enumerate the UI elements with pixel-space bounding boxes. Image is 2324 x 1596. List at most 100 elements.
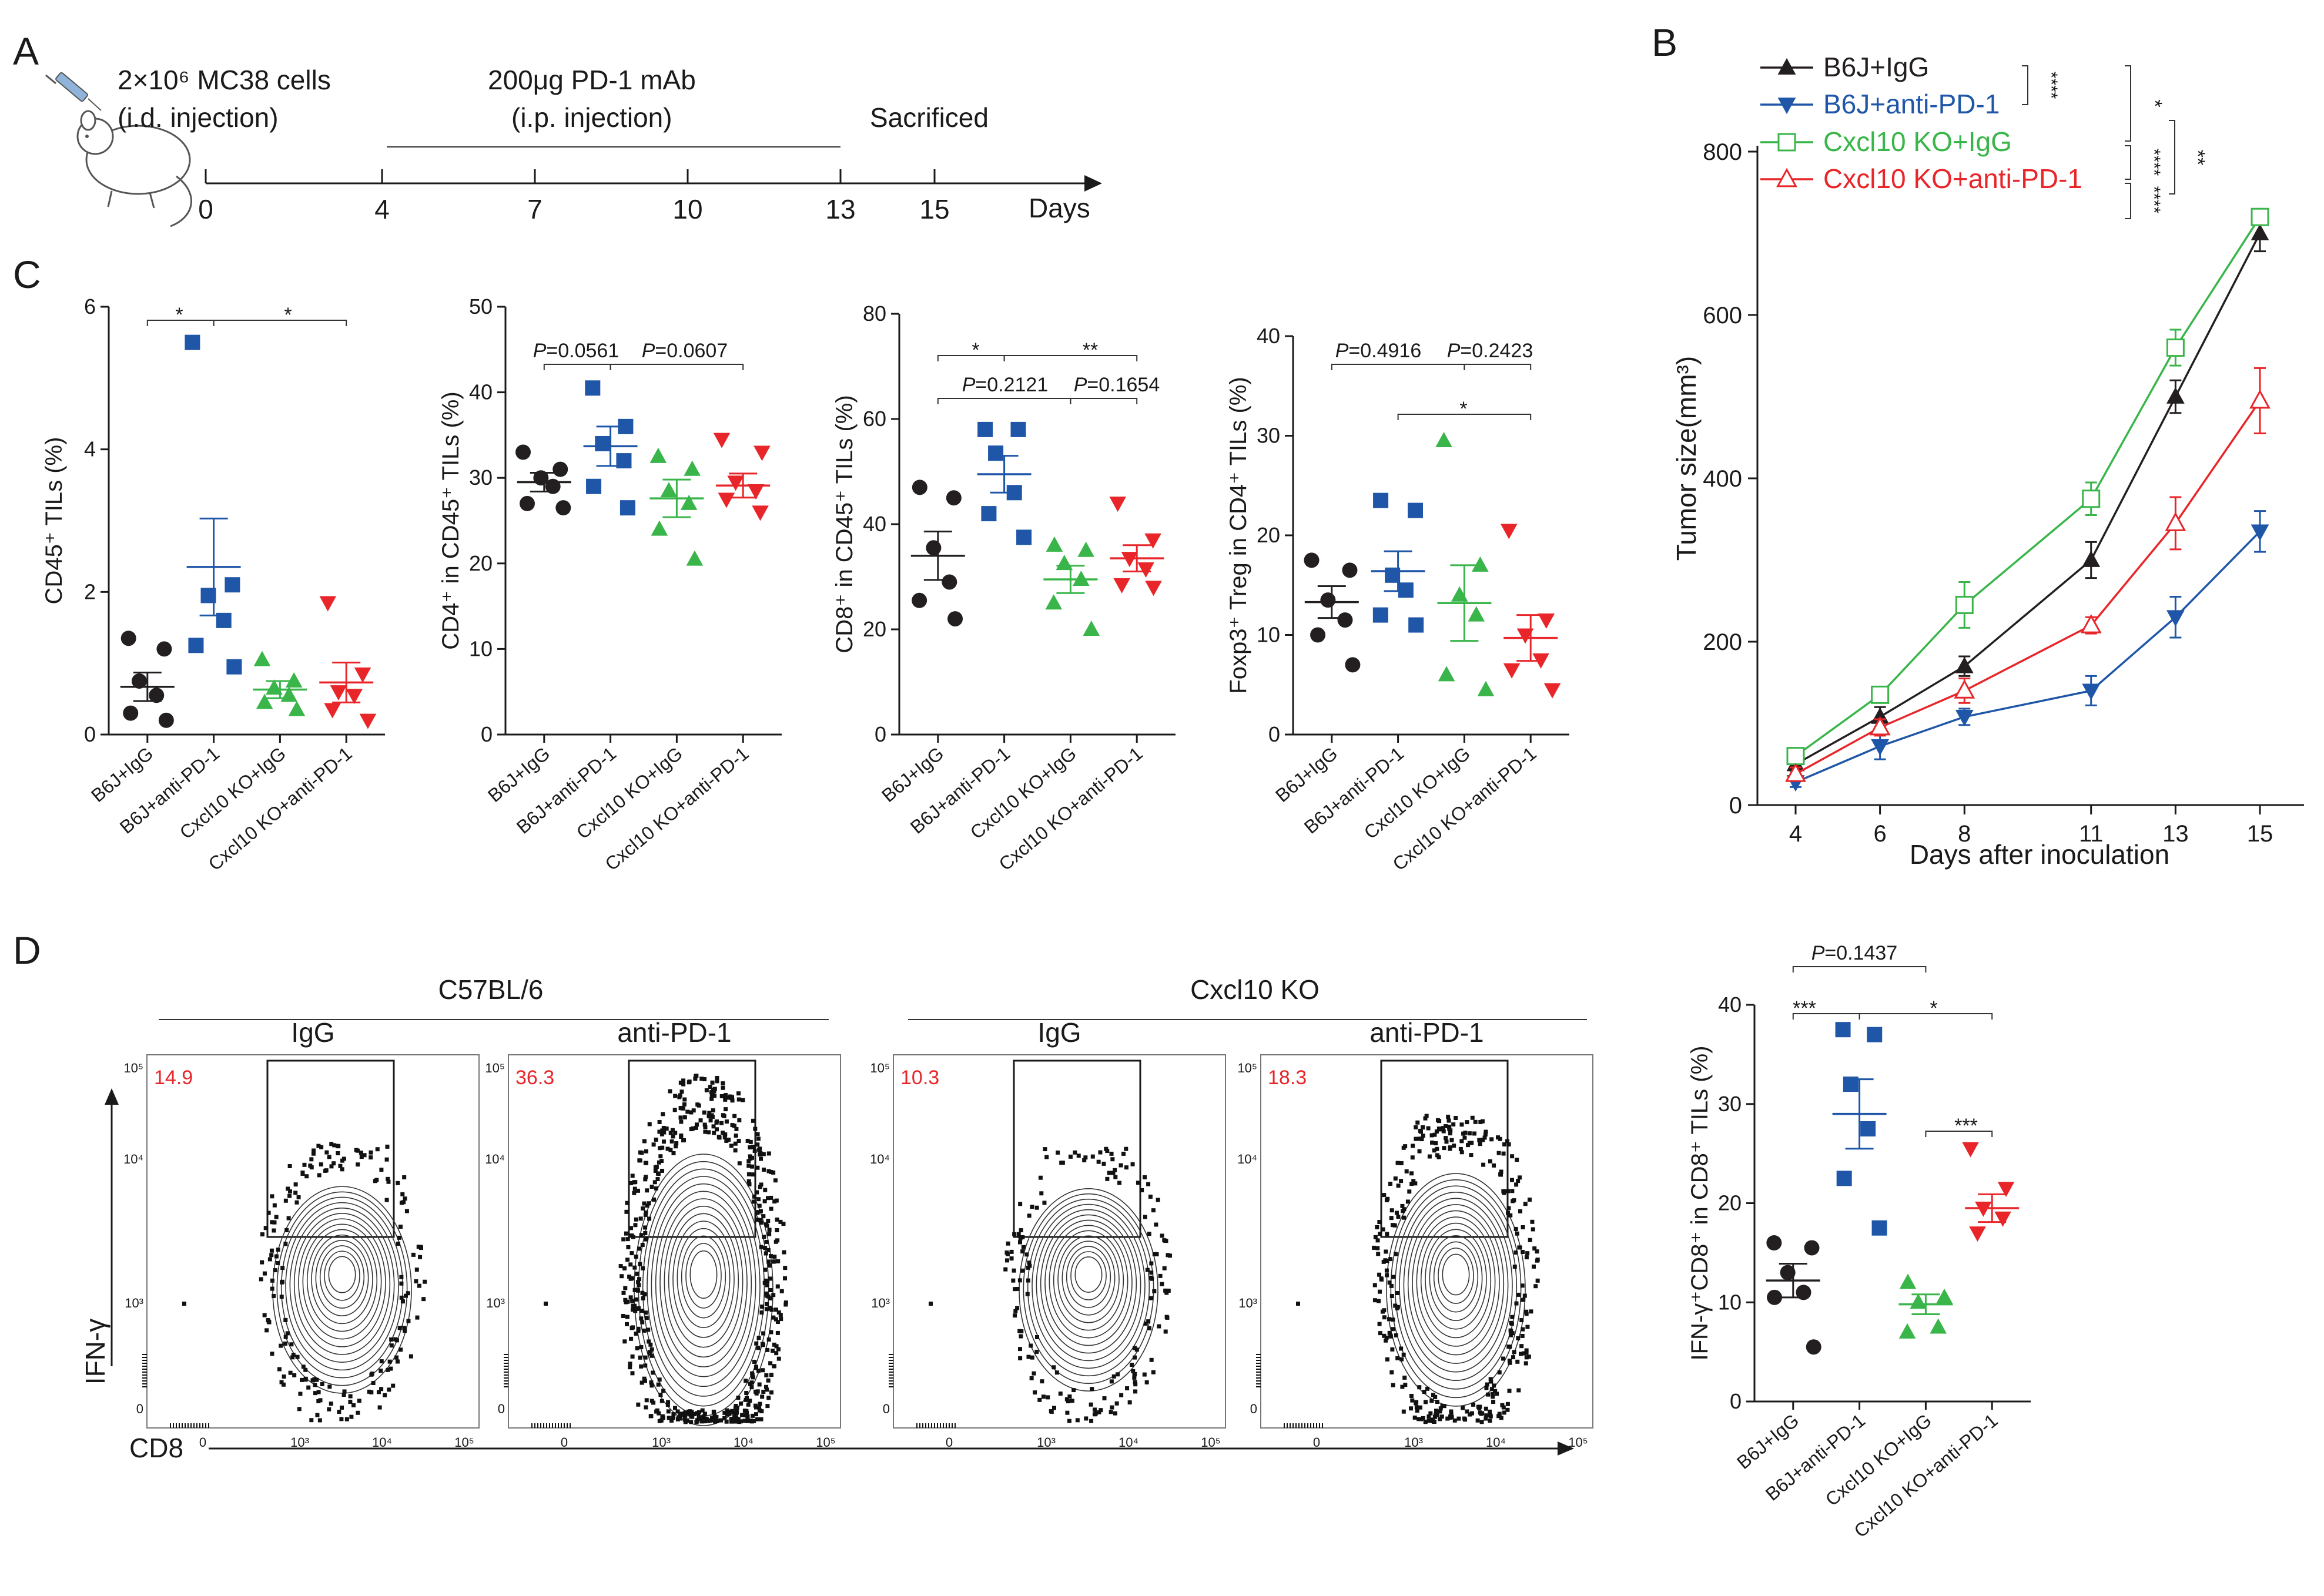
event-dot <box>756 1336 761 1340</box>
event-dot <box>763 1246 768 1250</box>
event-dot <box>622 1339 627 1344</box>
event-dot <box>764 1373 769 1377</box>
event-dot <box>673 1131 678 1135</box>
event-dot <box>1166 1253 1170 1258</box>
event-dot <box>714 1414 719 1419</box>
event-dot <box>1125 1386 1130 1391</box>
event-dot <box>1410 1155 1415 1160</box>
event-dot <box>1003 1267 1008 1272</box>
flow-plot-title: anti-PD-1 <box>617 1017 731 1048</box>
event-dot <box>730 1098 735 1103</box>
y-tick-label: 0 <box>875 722 886 746</box>
event-dot <box>752 1148 757 1153</box>
event-dot <box>626 1245 631 1249</box>
event-dot <box>1520 1283 1525 1288</box>
event-dot <box>747 1182 752 1186</box>
event-dot <box>1372 1283 1377 1287</box>
event-dot <box>632 1265 637 1270</box>
event-dot <box>327 1155 331 1159</box>
event-dot <box>734 1134 738 1138</box>
event-dot <box>1515 1359 1520 1364</box>
event-dot <box>634 1331 638 1336</box>
event-dot <box>661 1112 665 1116</box>
gate-percent: 10.3 <box>900 1067 939 1089</box>
event-dot <box>1510 1178 1515 1182</box>
y-tick-label: 10 <box>469 636 493 660</box>
event-dot <box>1378 1232 1382 1236</box>
event-dot <box>1527 1197 1532 1202</box>
event-dot <box>1444 1124 1448 1129</box>
y-tick-label: 20 <box>863 617 886 641</box>
event-dot <box>1133 1389 1138 1394</box>
y-tick-label: 30 <box>469 465 493 489</box>
event-dot <box>674 1141 679 1146</box>
event-dot <box>288 1189 293 1193</box>
tumor-growth-chart: Tumor size(mm³) Days after inoculation 0… <box>1671 52 2304 870</box>
event-dot <box>678 1093 682 1098</box>
contour-line <box>1040 1214 1137 1354</box>
event-dot <box>1483 1132 1488 1137</box>
event-dot <box>1429 1417 1434 1422</box>
event-dot <box>1049 1409 1053 1414</box>
event-dot <box>1376 1252 1381 1256</box>
event-dot <box>748 1139 753 1144</box>
event-dot <box>283 1317 288 1322</box>
event-dot <box>636 1188 641 1193</box>
event-dot <box>633 1180 638 1185</box>
event-dot <box>657 1129 662 1134</box>
event-dot <box>638 1216 643 1221</box>
event-dot <box>642 1376 647 1381</box>
event-dot <box>638 1150 642 1155</box>
event-dot <box>766 1248 771 1252</box>
event-dot <box>618 1264 623 1269</box>
flow-x-axis-label: CD8 <box>129 1433 183 1463</box>
contour-line <box>689 1250 718 1299</box>
panel-label-b: B <box>1652 21 1677 64</box>
event-dot <box>682 1115 687 1119</box>
data-point <box>747 484 765 499</box>
event-dot <box>755 1165 760 1170</box>
event-dot <box>724 1419 729 1424</box>
sig-bracket <box>1858 1013 1993 1020</box>
event-dot <box>1509 1329 1513 1334</box>
event-dot <box>1389 1208 1394 1213</box>
event-dot <box>1134 1347 1139 1352</box>
data-point <box>1500 524 1518 539</box>
event-dot <box>757 1382 762 1387</box>
event-dot <box>1506 1142 1511 1146</box>
data-point <box>1345 657 1361 673</box>
event-dot <box>1511 1199 1515 1203</box>
event-dot <box>332 1143 337 1148</box>
event-dot <box>1132 1373 1137 1377</box>
event-dot <box>1099 1408 1103 1413</box>
event-dot <box>773 1239 778 1244</box>
event-dot <box>657 1119 662 1124</box>
event-dot <box>1500 1403 1505 1407</box>
tumor-y-tick-label: 600 <box>1703 303 1742 328</box>
event-dot <box>1438 1406 1443 1411</box>
event-dots <box>259 1142 427 1423</box>
event-dot <box>1475 1418 1480 1423</box>
event-dot <box>699 1419 704 1424</box>
event-dot <box>1029 1343 1033 1348</box>
event-dot <box>768 1361 773 1366</box>
flow-y-tick-label: 10⁵ <box>123 1061 143 1075</box>
event-dot <box>1391 1275 1396 1279</box>
event-dot <box>766 1196 771 1201</box>
event-dot <box>1432 1419 1436 1424</box>
event-dot <box>775 1284 780 1289</box>
tumor-data-point <box>1869 716 1891 736</box>
tumor-data-point <box>2165 512 2186 531</box>
event-dot <box>1083 1155 1088 1160</box>
sig-bracket <box>2169 120 2175 195</box>
event-dot <box>291 1353 296 1357</box>
event-dot <box>395 1359 400 1364</box>
event-dot <box>1416 1417 1421 1421</box>
contour-line <box>1027 1198 1150 1377</box>
event-dot <box>1473 1119 1478 1124</box>
event-dot <box>709 1416 714 1420</box>
event-dot <box>379 1369 383 1373</box>
event-dot <box>1510 1315 1515 1319</box>
event-dot <box>776 1259 781 1263</box>
event-dot <box>1041 1394 1046 1399</box>
